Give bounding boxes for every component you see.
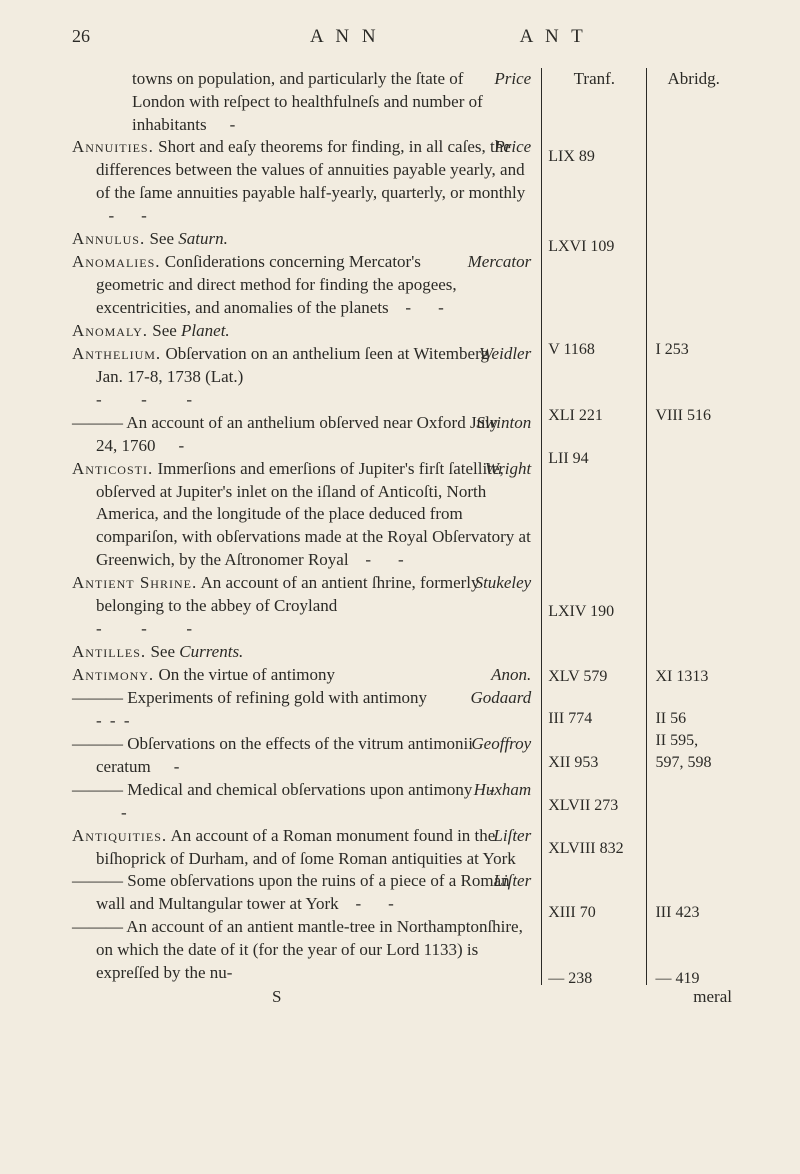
entry-anomalies: Mercator Anomalies. Conſiderations conce… bbox=[72, 251, 531, 320]
term-stukeley: Stukeley bbox=[499, 572, 532, 595]
abridg-value: I 253 bbox=[655, 339, 688, 361]
text: On the virtue of antimony bbox=[154, 665, 335, 684]
tranf-value: XII 953 bbox=[548, 752, 598, 774]
running-head-right: A N T bbox=[520, 24, 587, 50]
text: ——— Some obſervations upon the ruins of … bbox=[72, 871, 510, 913]
tranf-value: LXVI 109 bbox=[548, 236, 614, 258]
text: See bbox=[148, 321, 181, 340]
catchword: meral bbox=[693, 986, 732, 1009]
text: See bbox=[145, 229, 178, 248]
text: Short and eaſy theorems for finding, in … bbox=[96, 137, 525, 202]
headword-anthelium: Anthelium. bbox=[72, 344, 161, 363]
tranf-value: LIX 89 bbox=[548, 146, 595, 168]
abridg-value: II 595, bbox=[655, 730, 698, 752]
entry-antilles: Antilles. See Currents. bbox=[72, 641, 531, 664]
tranf-header: Tranf. bbox=[548, 68, 640, 91]
tranf-value: — 238 bbox=[548, 968, 592, 990]
running-head-left: A N N bbox=[310, 24, 380, 50]
see-saturn: Saturn. bbox=[178, 229, 228, 248]
main-column: Price towns on population, and particula… bbox=[72, 68, 541, 986]
tranf-value: LXIV 190 bbox=[548, 601, 614, 623]
tranf-value: XLVII 273 bbox=[548, 795, 618, 817]
text: Immerſions and emerſions of Jupiter's fi… bbox=[96, 459, 531, 570]
headword-anomaly: Anomaly. bbox=[72, 321, 148, 340]
entry-towns: Price towns on population, and particula… bbox=[72, 68, 531, 137]
text: ——— An account of an antient mantle-tree… bbox=[72, 917, 523, 982]
headword-antiquities: Antiquities. bbox=[72, 826, 167, 845]
entry-antient-shrine: Stukeley Antient Shrine. An account of a… bbox=[72, 572, 531, 641]
text: ——— An account of an anthelium obſerved … bbox=[72, 413, 498, 455]
dash: - - bbox=[343, 894, 408, 913]
entry-anomaly: Anomaly. See Planet. bbox=[72, 320, 531, 343]
headword-annulus: Annulus. bbox=[72, 229, 145, 248]
headword-annuities: Annuities. bbox=[72, 137, 154, 156]
entry-antimony: Anon. Antimony. On the virtue of antimon… bbox=[72, 664, 531, 687]
page-number: 26 bbox=[72, 24, 90, 50]
dash: - - - bbox=[96, 711, 131, 730]
entry-antimony-2: Godaard ——— Experiments of refining gold… bbox=[72, 687, 531, 733]
dash: - bbox=[211, 115, 256, 134]
entry-antiquities: Liſter Antiquities. An account of a Roma… bbox=[72, 825, 531, 871]
term-lister-1: Liſter bbox=[517, 825, 531, 848]
see-planet: Planet. bbox=[181, 321, 230, 340]
text: ——— Medical and chemical obſervations up… bbox=[72, 780, 472, 799]
term-mercator: Mercator bbox=[492, 251, 532, 274]
term-swinton: Swinton bbox=[500, 412, 531, 435]
entry-antimony-4: Huxham ——— Medical and chemical obſervat… bbox=[72, 779, 531, 825]
signature-mark: S bbox=[272, 986, 281, 1009]
tranf-value: V 1168 bbox=[548, 339, 595, 361]
tranf-column: Tranf. LIX 89 LXVI 109 V 1168 XLI 221 LI… bbox=[541, 68, 647, 986]
term-huxham: Huxham bbox=[498, 779, 532, 802]
entry-antiquities-2: Liſter ——— Some obſervations upon the ru… bbox=[72, 870, 531, 916]
dash: - bbox=[160, 436, 205, 455]
headword-anomalies: Anomalies. bbox=[72, 252, 161, 271]
abridg-value: XI 1313 bbox=[655, 666, 708, 688]
abridg-header: Abridg. bbox=[655, 68, 732, 91]
term-godaard: Godaard bbox=[494, 687, 531, 710]
term-price-2: Price bbox=[518, 136, 531, 159]
page: 26 A N N A N T Price towns on population… bbox=[72, 24, 732, 985]
headword-antimony: Antimony. bbox=[72, 665, 154, 684]
dash: - - bbox=[353, 550, 418, 569]
tranf-value: III 774 bbox=[548, 708, 592, 730]
term-anon: Anon. bbox=[515, 664, 531, 687]
abridg-value: 597, 598 bbox=[655, 752, 711, 774]
text: towns on population, and particularly th… bbox=[132, 69, 483, 134]
dash: - - - bbox=[96, 619, 194, 638]
term-lister-2: Liſter bbox=[517, 870, 531, 893]
dash: - - bbox=[96, 206, 161, 225]
running-head: 26 A N N A N T bbox=[72, 24, 732, 50]
entry-antiquities-3: ——— An account of an antient mantle-tree… bbox=[72, 916, 531, 985]
text: ——— Experiments of refining gold with an… bbox=[72, 688, 427, 707]
entry-anthelium: Weidler Anthelium. Obſervation on an ant… bbox=[72, 343, 531, 412]
entry-annuities: Price Annuities. Short and eaſy theorems… bbox=[72, 136, 531, 228]
columns: Price towns on population, and particula… bbox=[72, 68, 732, 986]
entry-anthelium-2: Swinton ——— An account of an anthelium o… bbox=[72, 412, 531, 458]
text: See bbox=[146, 642, 179, 661]
term-weidler: Weidler bbox=[503, 343, 531, 366]
abridg-column: Abridg. I 253 VIII 516 XI 1313 II 56 II … bbox=[647, 68, 732, 986]
dash: - - - bbox=[96, 390, 194, 409]
tranf-value: XLVIII 832 bbox=[548, 838, 623, 860]
tranf-value: XLI 221 bbox=[548, 405, 603, 427]
tranf-value: XIII 70 bbox=[548, 902, 596, 924]
abridg-value: III 423 bbox=[655, 902, 699, 924]
text: ——— Obſervations on the effects of the v… bbox=[72, 734, 473, 776]
abridg-value: VIII 516 bbox=[655, 405, 711, 427]
headword-antient-shrine: Antient Shrine. bbox=[72, 573, 197, 592]
term-price-1: Price bbox=[494, 68, 531, 91]
see-currents: Currents. bbox=[179, 642, 243, 661]
dash: - - bbox=[393, 298, 458, 317]
tranf-value: LII 94 bbox=[548, 448, 588, 470]
term-wright: Wright bbox=[509, 458, 531, 481]
tranf-value: XLV 579 bbox=[548, 666, 607, 688]
abridg-value: II 56 bbox=[655, 708, 686, 730]
entry-antimony-3: Geoffroy ——— Obſervations on the effects… bbox=[72, 733, 531, 779]
entry-anticosti: Wright Anticosti. Immerſions and emerſio… bbox=[72, 458, 531, 573]
headword-anticosti: Anticosti. bbox=[72, 459, 153, 478]
term-geoffroy: Geoffroy bbox=[495, 733, 531, 756]
headword-antilles: Antilles. bbox=[72, 642, 146, 661]
dash: - bbox=[155, 757, 200, 776]
entry-annulus: Annulus. See Saturn. bbox=[72, 228, 531, 251]
